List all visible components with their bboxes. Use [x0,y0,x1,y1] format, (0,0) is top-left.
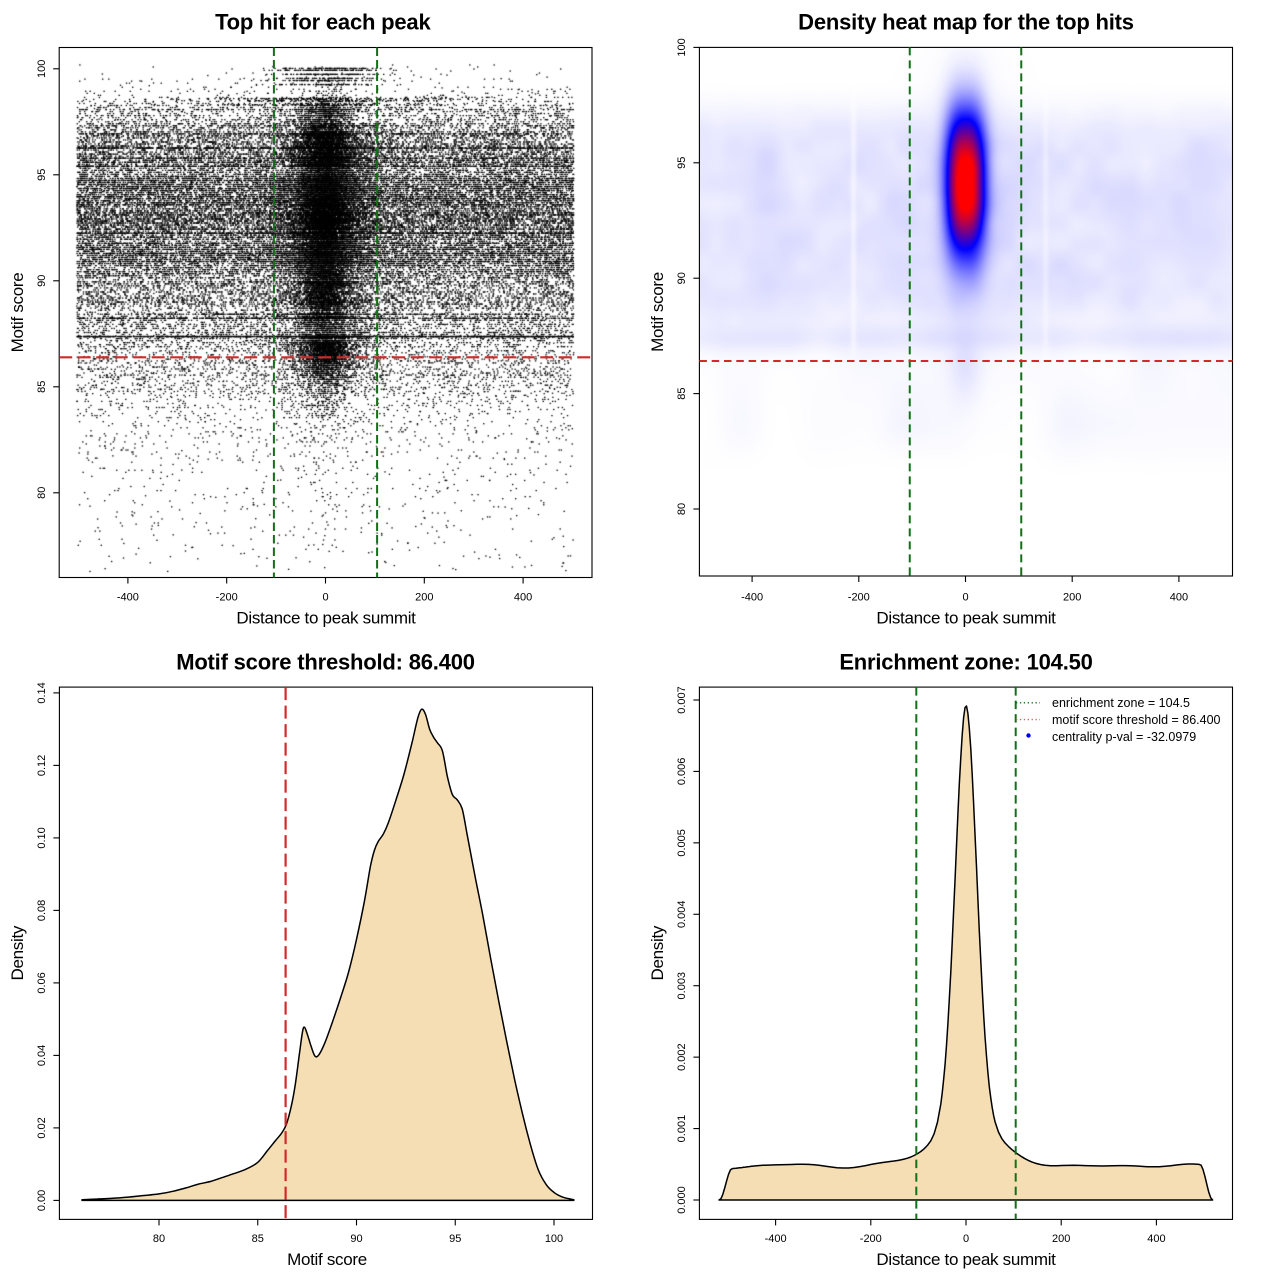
svg-text:0: 0 [962,591,968,603]
svg-text:0.14: 0.14 [36,682,48,703]
svg-text:100: 100 [676,38,688,56]
svg-text:Motif score: Motif score [8,273,27,353]
svg-text:enrichment zone = 104.5: enrichment zone = 104.5 [1052,696,1190,710]
svg-text:0: 0 [963,1233,969,1245]
svg-text:400: 400 [514,591,532,603]
svg-text:400: 400 [1170,591,1188,603]
svg-text:80: 80 [36,487,48,499]
svg-text:Density: Density [8,925,27,980]
svg-text:Motif score: Motif score [287,1250,367,1269]
svg-text:200: 200 [415,591,433,603]
svg-text:0.002: 0.002 [676,1043,688,1071]
svg-text:0.12: 0.12 [36,755,48,776]
svg-text:motif score threshold = 86.400: motif score threshold = 86.400 [1052,713,1221,727]
svg-text:80: 80 [153,1233,165,1245]
svg-text:0.006: 0.006 [676,758,688,786]
svg-text:Distance to peak summit: Distance to peak summit [876,609,1056,628]
svg-text:0.007: 0.007 [676,686,688,714]
svg-text:-200: -200 [848,591,870,603]
svg-text:200: 200 [1063,591,1081,603]
svg-text:0.005: 0.005 [676,829,688,857]
svg-text:0.004: 0.004 [676,901,688,929]
svg-text:0.00: 0.00 [36,1190,48,1211]
svg-text:200: 200 [1052,1233,1070,1245]
svg-text:-200: -200 [216,591,238,603]
svg-text:Motif score: Motif score [648,272,667,352]
svg-text:Enrichment zone: 104.50: Enrichment zone: 104.50 [839,650,1092,675]
svg-text:-400: -400 [741,591,763,603]
svg-text:90: 90 [36,275,48,287]
svg-text:Density heat map for the top h: Density heat map for the top hits [798,10,1134,35]
svg-text:0.10: 0.10 [36,827,48,848]
svg-text:85: 85 [676,387,688,399]
svg-text:0.003: 0.003 [676,972,688,1000]
svg-text:0.04: 0.04 [36,1045,48,1066]
svg-text:0.08: 0.08 [36,900,48,921]
svg-text:95: 95 [449,1233,461,1245]
svg-text:-400: -400 [765,1233,787,1245]
svg-text:0.000: 0.000 [676,1186,688,1214]
svg-text:85: 85 [36,381,48,393]
svg-text:0.02: 0.02 [36,1117,48,1138]
svg-text:95: 95 [36,169,48,181]
svg-text:90: 90 [676,272,688,284]
svg-text:0.06: 0.06 [36,972,48,993]
svg-text:90: 90 [350,1233,362,1245]
svg-text:-400: -400 [117,591,139,603]
svg-text:Density: Density [648,925,667,980]
svg-text:80: 80 [676,503,688,515]
svg-text:400: 400 [1147,1233,1165,1245]
svg-text:85: 85 [252,1233,264,1245]
svg-text:Motif score threshold: 86.400: Motif score threshold: 86.400 [176,650,475,675]
svg-text:-200: -200 [860,1233,882,1245]
svg-text:Top hit for each peak: Top hit for each peak [215,10,431,35]
svg-text:Distance to peak summit: Distance to peak summit [236,609,416,628]
svg-text:100: 100 [36,60,48,78]
svg-text:95: 95 [676,157,688,169]
svg-text:0: 0 [322,591,328,603]
svg-text:0.001: 0.001 [676,1115,688,1143]
svg-text:centrality p-val = -32.0979: centrality p-val = -32.0979 [1052,730,1196,744]
svg-text:100: 100 [545,1233,563,1245]
svg-text:Distance to peak summit: Distance to peak summit [876,1250,1056,1269]
